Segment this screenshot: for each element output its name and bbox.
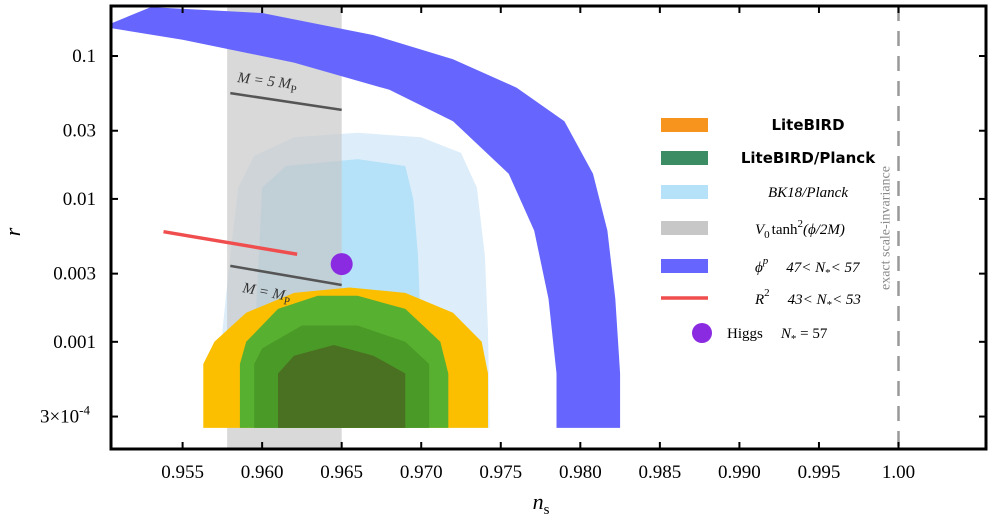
phi-p-band-region bbox=[111, 7, 621, 428]
x-tick-label: 0.960 bbox=[241, 462, 284, 483]
r2-line bbox=[163, 229, 298, 256]
annotation-scale-invariance: exact scale-invariance bbox=[879, 166, 894, 290]
y-tick-label: 0.03 bbox=[63, 121, 96, 142]
legend-bk18-swatch bbox=[661, 185, 708, 199]
legend-phi-p-label: ϕp 47< N*< 57 bbox=[755, 255, 861, 279]
legend-phi-p-swatch bbox=[661, 259, 708, 273]
y-tick-label: 3×10-4 bbox=[40, 403, 91, 428]
legend-tanh-swatch bbox=[661, 221, 708, 235]
y-tick-label: 0.1 bbox=[72, 46, 96, 67]
x-tick-label: 0.965 bbox=[320, 462, 363, 483]
x-tick-label: 0.980 bbox=[559, 462, 602, 483]
x-tick-label: 1.00 bbox=[882, 462, 915, 483]
legend-litebird-label: LiteBIRD bbox=[771, 116, 844, 134]
litebird-planck-inner-region bbox=[278, 345, 406, 428]
x-tick-label: 0.995 bbox=[798, 462, 841, 483]
x-tick-label: 0.970 bbox=[400, 462, 443, 483]
m-mp-line bbox=[230, 264, 342, 287]
m-5mp-line bbox=[230, 91, 342, 112]
y-tick-label: 0.01 bbox=[63, 189, 96, 210]
legend-tanh-label: V0 tanh2(ϕ/2M) bbox=[755, 218, 845, 241]
y-axis-title: r bbox=[0, 227, 25, 236]
legend-r2-label: R2 43< N*< 53 bbox=[754, 287, 861, 311]
plot-frame bbox=[109, 4, 988, 451]
plot-lines bbox=[163, 6, 900, 449]
x-axis-title: ns bbox=[533, 489, 550, 518]
plot-regions bbox=[111, 6, 621, 449]
legend-higgs-marker bbox=[692, 323, 712, 343]
y-tick-label: 0.001 bbox=[53, 332, 96, 353]
annotation-m-5mp: M = 5 MP bbox=[235, 70, 298, 96]
legend-litebird-planck-swatch bbox=[661, 151, 708, 165]
x-tick-label: 0.975 bbox=[479, 462, 522, 483]
legend-higgs-label: Higgs N* = 57 bbox=[727, 326, 828, 345]
x-tick-label: 0.985 bbox=[638, 462, 681, 483]
legend: LiteBIRD LiteBIRD/Planck BK18/Planck V0 tanh… bbox=[661, 116, 876, 345]
x-tick-label: 0.955 bbox=[161, 462, 204, 483]
x-tick-label: 0.990 bbox=[718, 462, 761, 483]
higgs-point bbox=[330, 253, 353, 276]
legend-litebird-planck-label: LiteBIRD/Planck bbox=[741, 149, 876, 167]
axis-ticks: 0.955 0.960 0.965 0.970 0.975 0.980 0.985 0.990… bbox=[40, 6, 986, 483]
y-tick-label: 0.003 bbox=[53, 264, 96, 285]
legend-litebird-swatch bbox=[661, 118, 708, 132]
legend-bk18-label: BK18/Planck bbox=[768, 185, 848, 201]
